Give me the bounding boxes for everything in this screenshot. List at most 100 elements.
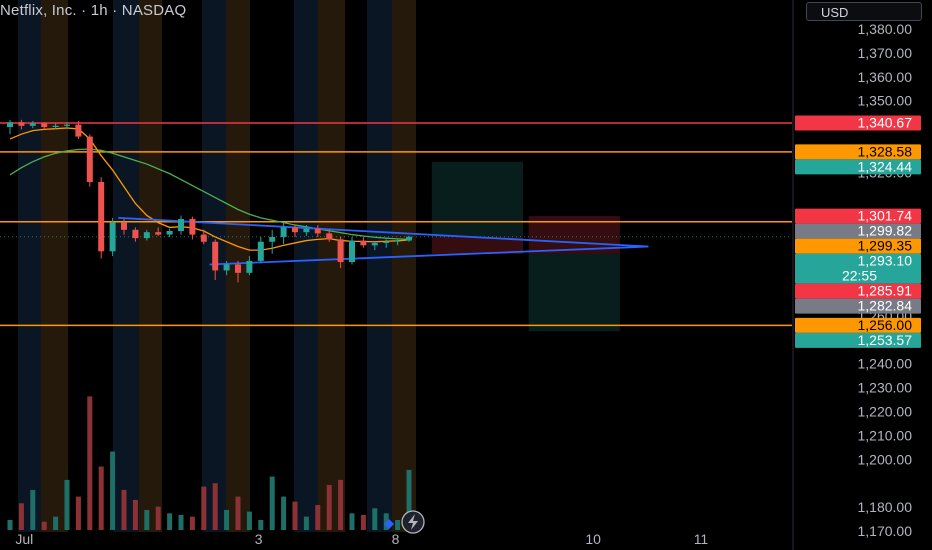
chart-header: Netflix, Inc. · 1h · NASDAQ (0, 2, 186, 19)
volume-bar (30, 489, 36, 530)
short-position-target-zone (528, 253, 620, 332)
candle (166, 228, 173, 237)
candle (360, 236, 367, 248)
candle-body (223, 264, 230, 271)
price-tag-label: 1,340.67 (858, 115, 913, 131)
price-tag (795, 223, 921, 239)
time-axis-label: 3 (255, 531, 263, 547)
candle-body (292, 227, 298, 233)
candle-body (155, 232, 162, 235)
volume-bar (53, 516, 59, 530)
candle-body (406, 236, 412, 241)
price-tag (795, 253, 921, 284)
price-tag-label: 1,293.10 (858, 253, 913, 269)
candle-body (383, 241, 390, 243)
volume-bar (269, 476, 275, 530)
volume-bar (383, 513, 389, 530)
candle-body (360, 240, 367, 246)
time-axis-label: 11 (694, 531, 709, 547)
lightning-icon (408, 514, 418, 530)
long-position-target-zone (431, 161, 523, 237)
candle (349, 236, 355, 265)
price-tick-label: 1,180.00 (858, 499, 913, 515)
candle-body (143, 232, 150, 239)
volume-bar (7, 519, 13, 530)
volume-bar (75, 496, 81, 530)
price-tag (795, 317, 921, 333)
candle (41, 122, 48, 130)
candle-body (394, 240, 401, 242)
volume-bar (349, 513, 355, 530)
session-shade (18, 0, 41, 532)
volume-bar (201, 486, 207, 530)
trendline-lower (209, 245, 649, 266)
candle-body (109, 222, 116, 252)
candle-body (166, 230, 173, 235)
candle-body (18, 122, 25, 126)
candle-body (246, 260, 253, 273)
candle (121, 219, 127, 235)
candle (406, 235, 412, 242)
currency-button[interactable]: USD (806, 2, 922, 21)
candle-body (7, 122, 13, 128)
time-axis-label: 10 (585, 531, 601, 547)
candle (64, 122, 70, 129)
candle (314, 225, 321, 237)
price-tag (795, 115, 921, 131)
price-tag (795, 159, 921, 175)
event-lightning-icon[interactable] (401, 510, 425, 534)
volume-bar (303, 516, 309, 530)
candle-body (75, 124, 82, 137)
candle-body (52, 125, 59, 128)
volume-bar (167, 513, 173, 530)
session-shade (41, 0, 68, 532)
interval-label[interactable]: 1h (90, 2, 108, 19)
price-tag-label: 1,253.57 (858, 332, 913, 348)
volume-bar (178, 514, 184, 530)
candle (292, 225, 298, 237)
candle (132, 227, 139, 242)
countdown-label: 22:55 (842, 268, 877, 284)
candle (98, 177, 105, 259)
ema-slow-line (9, 148, 410, 241)
candle-body (189, 219, 196, 235)
candle-body (212, 241, 219, 271)
candle-body (269, 236, 276, 242)
volume-bar (41, 521, 47, 530)
long-position-stop-zone (431, 236, 523, 254)
symbol-title[interactable]: Netflix, Inc. (0, 2, 77, 19)
header-separator: · (112, 2, 118, 19)
price-tick-label: 1,370.00 (858, 45, 913, 61)
candle-body (280, 227, 287, 237)
volume-bar (372, 508, 378, 530)
candle-body (29, 123, 36, 126)
candle (394, 239, 401, 246)
volume-bar (224, 509, 230, 530)
candle (269, 229, 276, 254)
time-axis-label: 8 (392, 531, 400, 547)
time-axis-label: Jul (15, 531, 33, 547)
candle-body (121, 222, 127, 230)
price-tag-label: 1,256.00 (858, 317, 913, 333)
candle-body (98, 181, 105, 252)
volume-bar (132, 499, 138, 530)
price-tick-label: 1,220.00 (858, 403, 913, 419)
price-tag (795, 283, 921, 299)
candle-body (64, 124, 70, 126)
candle (189, 216, 196, 240)
volume-bar (258, 519, 264, 530)
candle-body (337, 239, 344, 263)
price-tick-label: 1,200.00 (858, 451, 913, 467)
session-shade (392, 0, 416, 532)
candle-body (235, 264, 241, 273)
candle (143, 229, 150, 241)
candle (212, 239, 219, 280)
candle (257, 236, 264, 264)
volume-bar (98, 466, 104, 530)
price-tick-label: 1,350.00 (858, 93, 913, 109)
session-shade (367, 0, 392, 532)
volume-bar (212, 483, 218, 530)
volume-bar (338, 479, 344, 530)
volume-bar (395, 519, 401, 530)
